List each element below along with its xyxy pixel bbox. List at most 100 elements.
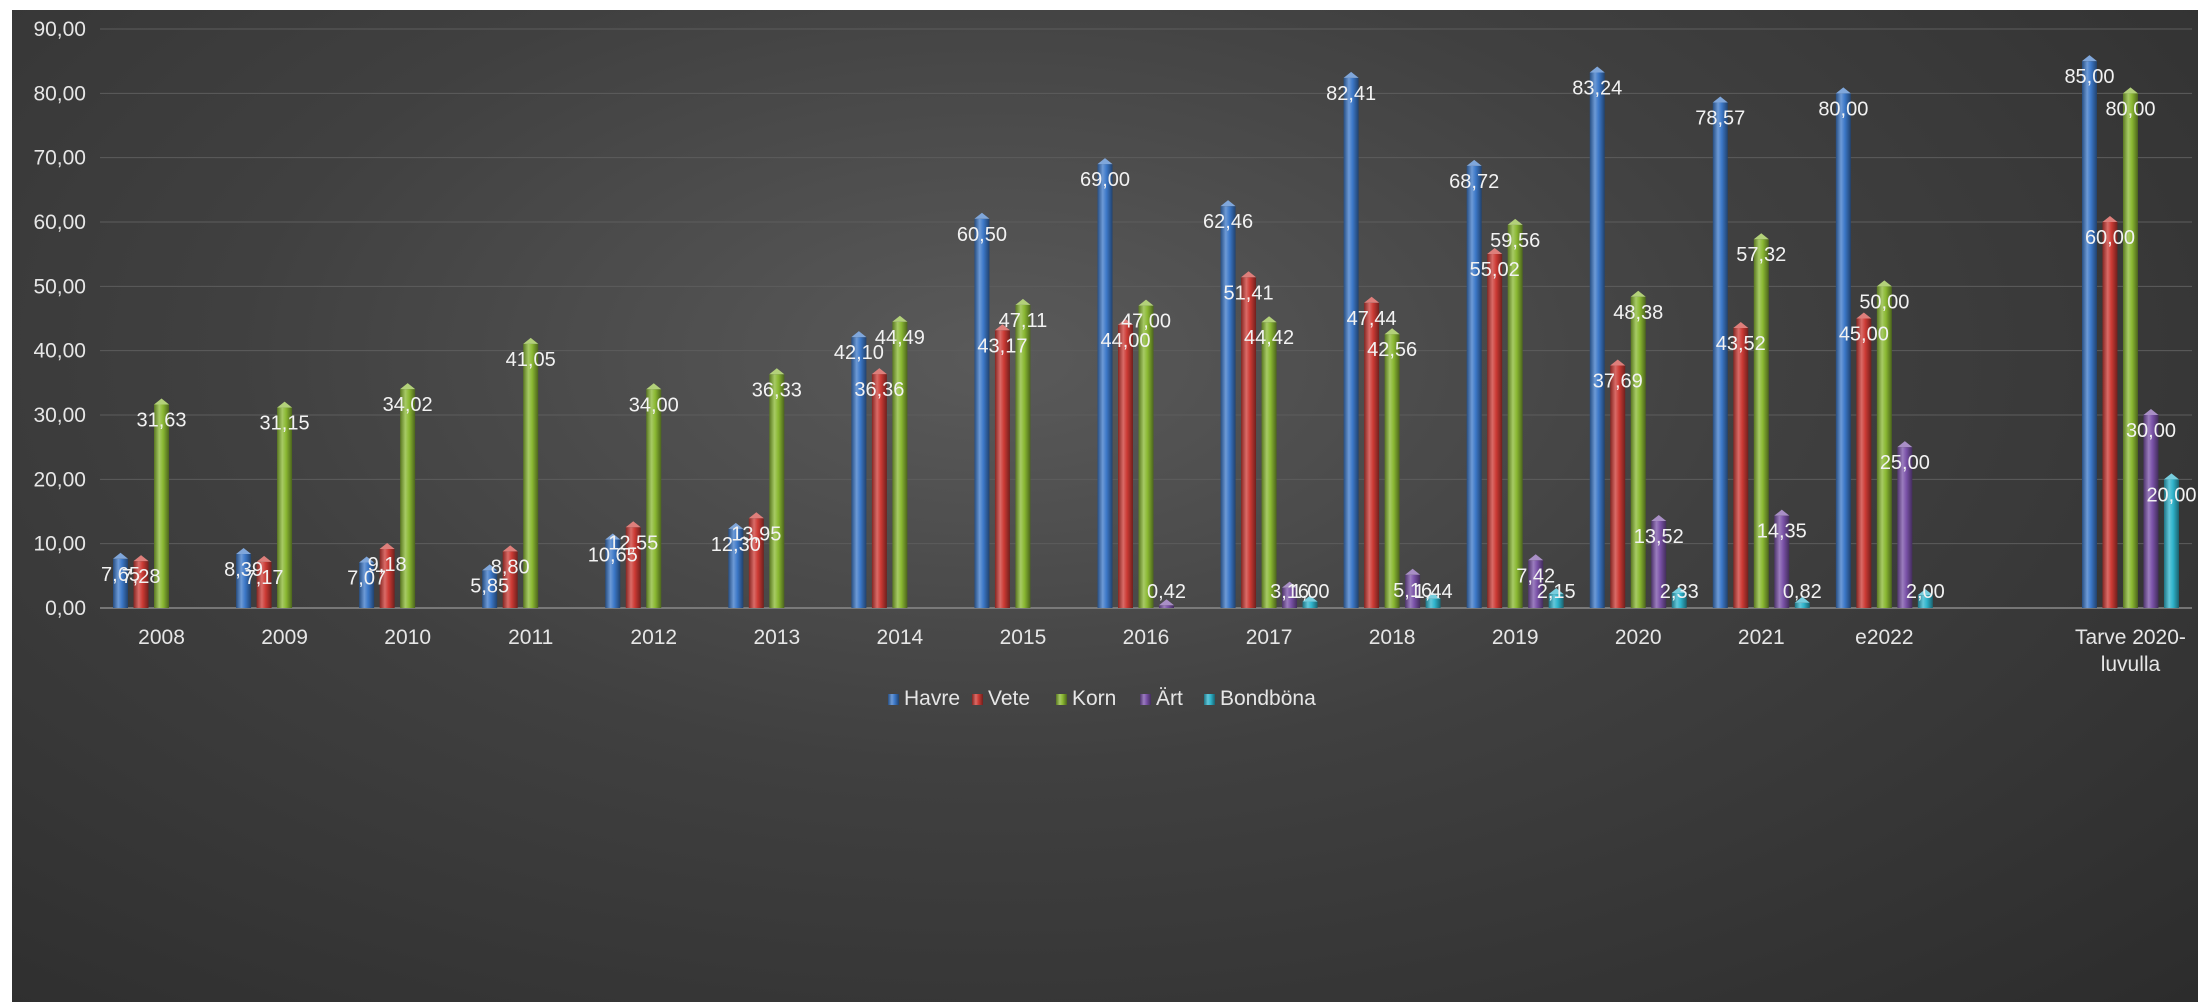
x-tick-label: 2015: [1000, 626, 1047, 649]
data-label: 31,63: [136, 410, 186, 432]
bar: [1118, 324, 1133, 608]
bar: [154, 404, 170, 608]
data-label: 31,15: [260, 413, 310, 435]
bar: [1528, 560, 1544, 608]
y-tick-label: 80,00: [33, 82, 86, 105]
bar-cap: [1487, 248, 1503, 255]
bar: [974, 218, 990, 609]
bar: [1425, 598, 1441, 608]
y-tick-label: 60,00: [33, 211, 86, 234]
bar-cap: [748, 512, 764, 519]
bar-cap: [1528, 554, 1544, 561]
bar-cap: [379, 542, 395, 549]
bar-cap: [2122, 87, 2138, 94]
bar: [1589, 72, 1605, 609]
bar: [1343, 77, 1359, 609]
x-tick-label: 2016: [1123, 626, 1170, 649]
bar-cap: [1876, 280, 1892, 287]
bar-cap: [1405, 568, 1421, 575]
data-label: 50,00: [1859, 291, 1909, 313]
bar-cap: [1671, 587, 1687, 594]
bar-cap: [154, 398, 170, 405]
y-tick-label: 10,00: [33, 533, 86, 556]
legend-swatch: [1056, 694, 1067, 705]
bars: [113, 55, 2179, 609]
legend-swatch: [888, 694, 899, 705]
data-label: 7,42: [1516, 565, 1555, 587]
bar: [277, 407, 293, 608]
data-label: 14,35: [1757, 521, 1807, 543]
bar-cap: [1261, 316, 1277, 323]
bar: [625, 527, 641, 608]
bar: [1302, 601, 1318, 608]
bar-chart: 0,00 10,00 20,00 30,00 40,00 50,00 60,00 70,00 8…: [33, 18, 2196, 710]
y-tick-label: 30,00: [33, 404, 86, 427]
data-label: 47,00: [1121, 311, 1171, 333]
bar-cap: [1364, 296, 1380, 303]
data-label: 42,56: [1367, 339, 1417, 361]
data-label: 13,52: [1634, 526, 1684, 548]
data-label: 30,00: [2126, 420, 2176, 442]
bar: [1835, 93, 1851, 609]
data-label: 25,00: [1880, 452, 1930, 474]
legend-label: Bondböna: [1220, 687, 1316, 710]
x-tick-label: 2019: [1492, 626, 1539, 649]
data-label: 36,36: [854, 379, 904, 401]
legend-item: Ärt: [1140, 687, 1183, 710]
bar-cap: [2143, 409, 2159, 415]
bar: [1261, 322, 1277, 608]
bar-cap: [400, 383, 416, 390]
bar: [892, 321, 908, 608]
legend-swatch: [1204, 694, 1215, 705]
x-tick-label: 2012: [630, 626, 677, 649]
data-label: 44,42: [1244, 327, 1294, 349]
data-label: 1,00: [1291, 581, 1330, 603]
data-label: 34,00: [629, 394, 679, 416]
bar: [1897, 447, 1913, 608]
bar-cap: [871, 368, 887, 375]
bar-cap: [256, 555, 272, 562]
bar-cap: [1118, 318, 1133, 325]
bar-cap: [1774, 509, 1790, 516]
bar: [1856, 318, 1872, 608]
data-label: 36,33: [752, 379, 802, 401]
data-label: 55,02: [1470, 259, 1520, 281]
x-tick-label: 2010: [384, 626, 431, 649]
bar-cap: [1712, 96, 1728, 103]
chart-area: 0,00 10,00 20,00 30,00 40,00 50,00 60,00 70,00 8…: [12, 10, 2198, 1002]
data-label: 13,95: [731, 523, 781, 545]
bar-cap: [2081, 55, 2097, 62]
data-label: 7,07: [347, 568, 386, 590]
bar-cap: [1097, 158, 1113, 165]
x-tick-label: 2020: [1615, 626, 1662, 649]
data-label: 2,15: [1537, 581, 1576, 603]
bar: [379, 548, 395, 608]
legend-swatch: [972, 694, 983, 705]
x-tick-label: 2014: [877, 626, 924, 649]
bar: [256, 561, 272, 608]
data-label: 80,00: [1818, 98, 1868, 120]
data-label: 60,50: [957, 224, 1007, 246]
bar-cap: [1897, 441, 1913, 448]
data-label: 47,44: [1347, 308, 1397, 330]
bar-cap: [236, 548, 252, 555]
bar-cap: [2163, 473, 2179, 480]
data-label: 1,44: [1414, 581, 1453, 603]
data-label: 43,17: [977, 335, 1027, 357]
bar: [769, 374, 785, 608]
data-label: 7,17: [245, 567, 284, 589]
bar: [1405, 574, 1421, 608]
bar: [1138, 305, 1154, 608]
data-label: 62,46: [1203, 211, 1253, 233]
y-tick-label: 40,00: [33, 340, 86, 363]
bar: [482, 570, 498, 608]
data-label: 8,39: [224, 559, 263, 581]
bar: [113, 558, 129, 608]
legend-label: Havre: [904, 687, 960, 710]
bar-cap: [482, 564, 498, 571]
data-label: 68,72: [1449, 171, 1499, 193]
bar-cap: [1610, 359, 1626, 366]
legend-label: Ärt: [1156, 687, 1183, 710]
data-label: 44,49: [875, 327, 925, 349]
bar-cap: [1220, 200, 1236, 207]
